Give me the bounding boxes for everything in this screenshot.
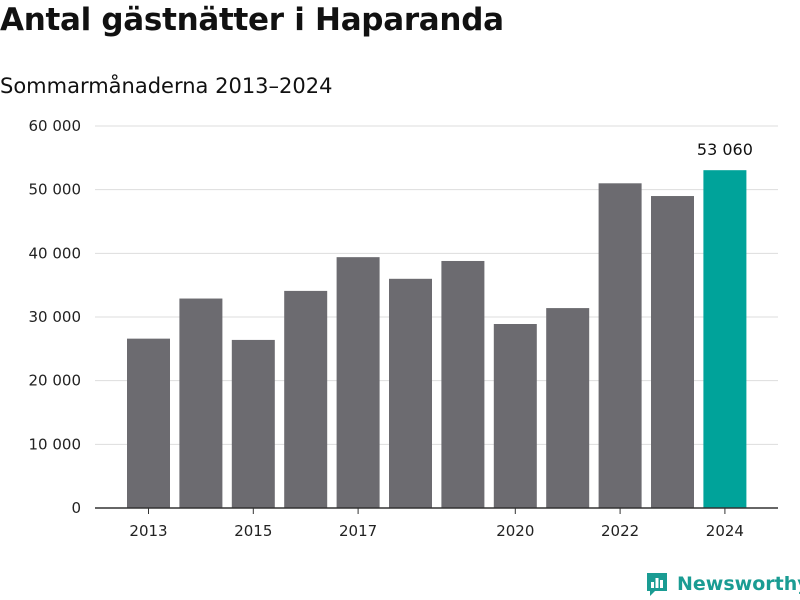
x-tick-label: 2022	[601, 522, 639, 540]
y-tick-label: 40 000	[29, 244, 82, 262]
x-tick-label: 2024	[706, 522, 744, 540]
y-tick-label: 20 000	[29, 372, 82, 390]
bars	[127, 170, 747, 509]
bar-2016	[284, 290, 328, 508]
x-tick-label: 2020	[496, 522, 534, 540]
brand-name: Newsworthy	[677, 573, 800, 595]
bar-2014	[179, 298, 223, 508]
x-axis-ticks: 2013 2015 2017 2020 2022 2024	[129, 508, 744, 540]
y-tick-label: 60 000	[29, 117, 82, 135]
bar-2020	[493, 324, 537, 508]
y-axis-ticks: 0 10 000 20 000 30 000 40 000 50 000 60 000	[29, 117, 82, 517]
data-labels: 53 060	[697, 140, 753, 159]
x-tick-label: 2015	[234, 522, 272, 540]
bar-2021	[546, 308, 590, 508]
bar-2022	[598, 183, 642, 509]
x-tick-label: 2017	[339, 522, 377, 540]
data-label-2024: 53 060	[697, 140, 753, 159]
bar-2018	[389, 278, 432, 508]
y-tick-label: 30 000	[29, 308, 82, 326]
newsworthy-branding[interactable]: Newsworthy	[645, 570, 800, 598]
bar-2017	[336, 257, 380, 508]
bar-2013	[127, 338, 170, 508]
bar-chart-bubble-icon	[647, 573, 667, 596]
bar-2015	[231, 339, 275, 508]
x-tick-label: 2013	[129, 522, 167, 540]
y-tick-label: 0	[71, 499, 81, 517]
bar-2024	[703, 170, 747, 508]
bar-2019	[441, 260, 485, 508]
chart-title: Antal gästnätter i Haparanda	[0, 2, 504, 38]
chart-subtitle: Sommarmånaderna 2013–2024	[0, 74, 333, 98]
y-tick-label: 50 000	[29, 181, 82, 199]
bar-2023	[651, 196, 694, 509]
y-tick-label: 10 000	[29, 435, 82, 453]
